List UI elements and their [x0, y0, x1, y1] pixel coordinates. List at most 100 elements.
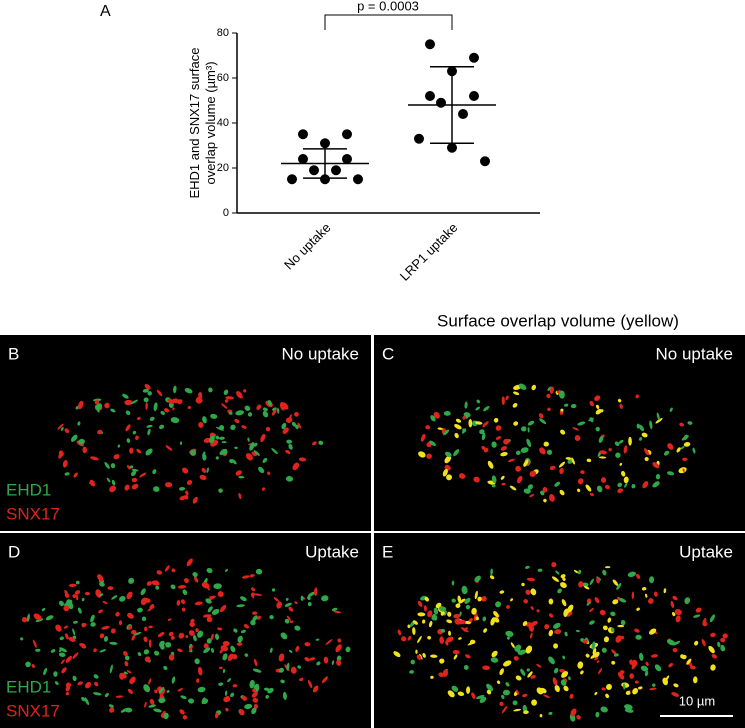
cell-signal — [282, 427, 289, 434]
cell-signal — [131, 468, 139, 472]
cell-signal — [65, 633, 69, 640]
cell-signal — [125, 410, 131, 416]
cell-signal — [581, 582, 589, 587]
cell-signal — [119, 672, 127, 679]
cell-signal — [617, 624, 625, 628]
cell-signal — [589, 578, 594, 586]
y-tick-label: 40 — [217, 117, 229, 129]
cell-signal — [426, 453, 432, 459]
cell-signal — [84, 681, 92, 689]
cell-signal — [97, 429, 103, 435]
cell-signal — [543, 694, 550, 698]
cell-signal — [445, 640, 449, 646]
cell-signal — [235, 410, 245, 416]
scale-bar-label: 10 µm — [679, 693, 715, 708]
cell-signal — [99, 649, 107, 653]
cell-signal — [236, 391, 243, 399]
cell-signal — [97, 574, 104, 582]
cell-signal — [576, 714, 581, 720]
cell-signal — [142, 388, 149, 393]
cell-signal — [491, 650, 498, 658]
cell-signal — [676, 447, 681, 453]
cell-signal — [683, 442, 691, 447]
cell-signal — [446, 636, 454, 643]
cell-signal — [443, 410, 451, 416]
cell-signal — [243, 624, 250, 629]
cell-signal — [512, 402, 518, 408]
cell-signal — [701, 638, 706, 647]
cell-signal — [165, 445, 173, 451]
cell-signal — [679, 422, 685, 427]
cell-signal — [582, 639, 588, 644]
cell-signal — [90, 456, 99, 461]
cell-signal — [75, 405, 79, 410]
cell-signal — [143, 636, 148, 643]
cell-signal — [682, 457, 688, 461]
cell-signal — [638, 424, 644, 432]
cell-signal — [513, 421, 519, 426]
cell-signal — [520, 447, 529, 453]
cell-signal — [154, 580, 158, 584]
cell-signal — [297, 422, 302, 429]
cell-signal — [547, 407, 551, 411]
cell-signal — [501, 482, 506, 486]
cell-signal — [84, 591, 91, 596]
cell-signal — [321, 676, 328, 684]
cell-signal — [451, 598, 456, 603]
cell-signal — [509, 485, 517, 491]
cell-signal — [176, 599, 181, 606]
cell-signal — [288, 443, 293, 450]
cell-signal — [110, 463, 116, 469]
cell-signal — [104, 635, 108, 642]
cell-signal — [525, 645, 533, 654]
header: Surface overlap volume (yellow) — [437, 311, 679, 330]
cell-signal — [337, 638, 342, 643]
cell-signal — [288, 413, 292, 422]
cell-signal — [33, 613, 42, 621]
cell-signal — [93, 648, 97, 653]
cell-signal — [612, 579, 619, 586]
cell-signal — [219, 604, 227, 613]
cell-signal — [564, 403, 569, 407]
cell-signal — [81, 597, 85, 602]
cell-signal — [596, 577, 600, 584]
cell-signal — [672, 595, 678, 601]
cell-signal — [600, 706, 608, 713]
cell-signal — [487, 460, 494, 469]
channel-label: EHD1 — [6, 480, 51, 499]
cell-signal — [131, 477, 138, 483]
cell-signal — [465, 654, 471, 659]
cell-signal — [81, 623, 87, 628]
cell-signal — [401, 636, 407, 642]
cell-signal — [481, 432, 486, 441]
cell-signal — [158, 686, 165, 694]
cell-signal — [109, 641, 118, 645]
cell-signal — [186, 479, 193, 486]
cell-signal — [107, 586, 114, 590]
cell-signal — [622, 683, 626, 690]
cell-signal — [612, 599, 619, 605]
cell-signal — [227, 653, 234, 661]
cell-signal — [693, 614, 701, 618]
cell-signal — [542, 486, 548, 493]
cell-signal — [527, 420, 535, 426]
dot — [469, 91, 479, 101]
cell-signal — [474, 590, 478, 600]
cell-signal — [78, 438, 85, 445]
cell-signal — [102, 601, 108, 605]
cell-signal — [709, 614, 716, 623]
cell-signal — [74, 590, 81, 595]
cell-signal — [214, 712, 219, 719]
cell-signal — [278, 653, 285, 662]
cell-signal — [72, 628, 76, 636]
cell-signal — [407, 635, 412, 641]
cell-signal — [145, 448, 153, 456]
cell-signal — [445, 451, 452, 458]
cell-signal — [437, 427, 443, 430]
cell-signal — [156, 389, 163, 397]
cell-signal — [560, 679, 567, 686]
cell-signal — [558, 390, 565, 399]
cell-signal — [605, 693, 610, 699]
cell-signal — [173, 385, 177, 394]
cell-signal — [181, 607, 186, 612]
